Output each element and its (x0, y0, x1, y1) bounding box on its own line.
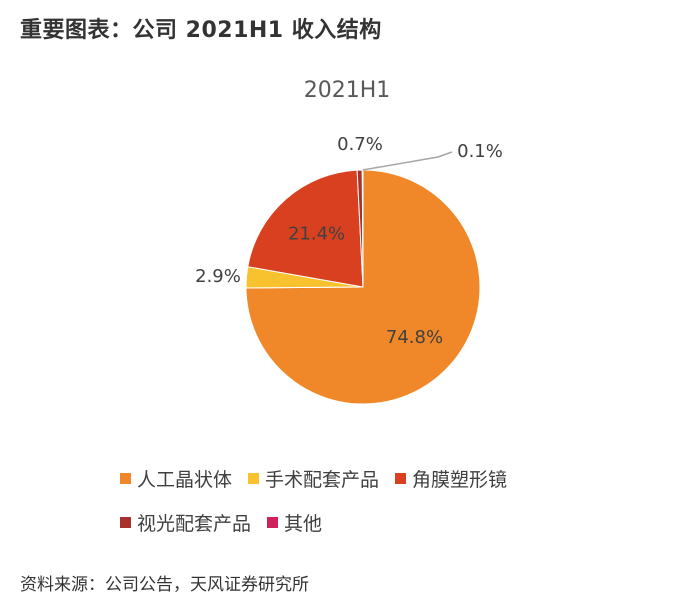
data-label-ortho-k-lens: 21.4% (288, 223, 345, 244)
legend-swatch (120, 516, 131, 528)
source-note: 资料来源：公司公告，天风证券研究所 (20, 575, 309, 595)
legend-item-surgical-products: 手术配套产品 (248, 465, 379, 492)
data-label-intraocular-lens: 74.8% (386, 327, 443, 348)
chart-title: 2021H1 (303, 78, 391, 103)
leader-line-other (362, 151, 453, 171)
pie-chart: 74.8% 2.9% 21.4% 0.7% 0.1% (195, 134, 503, 405)
legend-swatch (395, 472, 407, 484)
pie-slice-ortho-k-lens (247, 169, 364, 288)
legend-item-optometry-products: 视光配套产品 (120, 509, 251, 536)
legend-label: 视光配套产品 (137, 512, 252, 535)
legend-label: 人工晶状体 (137, 468, 233, 491)
legend-swatch (248, 472, 260, 484)
data-label-other: 0.1% (457, 141, 503, 162)
legend-swatch (120, 472, 131, 484)
legend-label: 角膜塑形镜 (412, 468, 508, 491)
legend-item-ortho-k-lens: 角膜塑形镜 (395, 465, 507, 492)
legend-swatch (267, 516, 279, 528)
data-label-optometry-products: 0.7% (337, 134, 383, 155)
page-title: 重要图表：公司 2021H1 收入结构 (20, 18, 382, 43)
legend-label: 手术配套产品 (265, 468, 380, 491)
legend: 人工晶状体 手术配套产品 角膜塑形镜 视光配套产品 其他 (120, 462, 640, 550)
legend-item-other: 其他 (267, 509, 322, 536)
legend-label: 其他 (284, 512, 323, 535)
pie-slice-intraocular-lens (245, 169, 481, 405)
legend-item-intraocular-lens: 人工晶状体 (120, 465, 232, 492)
data-label-surgical-products: 2.9% (195, 266, 241, 287)
